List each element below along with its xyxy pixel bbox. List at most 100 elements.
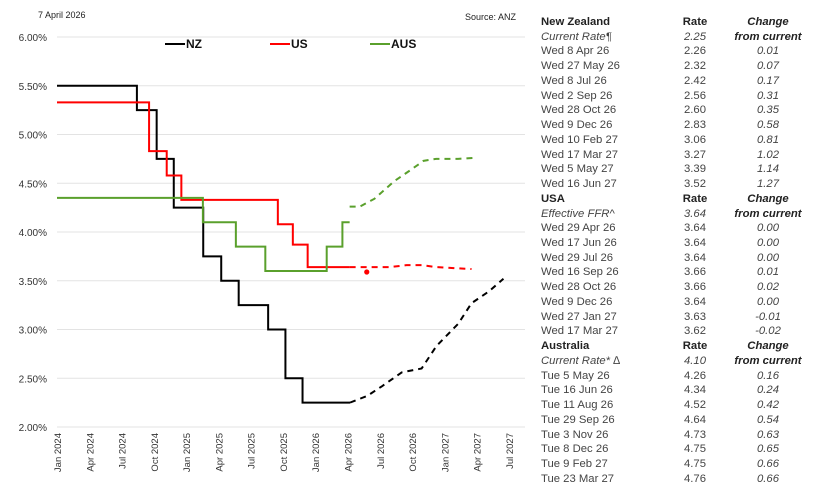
table-row: Wed 9 Dec 26 2.83 0.58 [541,118,813,133]
change-header: Change [747,192,789,205]
meeting-date: Tue 11 Aug 26 [541,399,614,412]
meeting-date: Wed 16 Jun 27 [541,178,617,191]
change-value: 1.14 [757,163,779,176]
report-date: 7 April 2026 [38,10,86,20]
meeting-date: Wed 28 Oct 26 [541,281,617,294]
rate-value: 2.32 [684,60,706,73]
change-value: 0.66 [757,458,779,471]
table-row: Wed 28 Oct 26 2.60 0.35 [541,103,813,118]
table-row: Wed 29 Apr 26 3.64 0.00 [541,221,813,236]
current-rate-value: 4.10 [684,354,706,367]
table-row: Wed 10 Feb 27 3.06 0.81 [541,133,813,148]
rate-value: 3.63 [684,310,706,323]
section-header: USA Rate Change [541,192,813,207]
change-header: Change [747,340,789,353]
meeting-date: Wed 9 Dec 26 [541,119,613,132]
rate-value: 2.60 [684,104,706,117]
table-row: Wed 5 May 27 3.39 1.14 [541,162,813,177]
meeting-date: Tue 5 May 26 [541,369,610,382]
current-rate-label: Current Rate¶ [541,30,612,43]
table-row: Tue 11 Aug 26 4.52 0.42 [541,398,813,413]
change-value: -0.01 [755,310,781,323]
rate-header: Rate [682,192,708,205]
change-value: 0.00 [757,222,779,235]
series-nz-forecast [349,278,505,404]
legend-label-nz: NZ [186,37,202,51]
meeting-date: Tue 29 Sep 26 [541,413,615,426]
y-tick-label: 6.00% [19,33,47,44]
rate-header: Rate [682,16,708,28]
rate-value: 3.27 [684,148,706,161]
meeting-date: Wed 17 Jun 26 [541,237,617,250]
rate-value: 2.42 [684,74,706,87]
rate-value: 2.56 [684,89,706,102]
table-row: Tue 29 Sep 26 4.64 0.54 [541,413,813,428]
x-tick-label: Oct 2026 [408,433,419,472]
y-tick-label: 5.00% [19,131,47,142]
section-header: Australia Rate Change [541,339,813,354]
rate-value: 3.66 [684,281,706,294]
series-us-forecast [349,264,472,271]
current-rate-row: Effective FFR^ 3.64 from current [541,207,813,222]
current-rate-row: Current Rate¶ 2.25 from current [541,30,813,45]
meeting-date: Wed 29 Apr 26 [541,222,616,235]
change-subheader: from current [734,30,802,43]
change-value: -0.02 [755,325,781,338]
section-header: New Zealand Rate Change [541,15,813,30]
rate-value: 3.62 [684,325,706,338]
change-value: 1.27 [757,178,779,191]
series-us-actual [57,101,350,269]
table-row: Wed 17 Mar 27 3.62 -0.02 [541,324,813,339]
meeting-date: Wed 9 Dec 26 [541,295,613,308]
table-row: Wed 28 Oct 26 3.66 0.02 [541,280,813,295]
meeting-date: Wed 8 Apr 26 [541,45,610,58]
rate-value: 3.06 [684,133,706,146]
rate-value: 2.26 [684,45,706,58]
meeting-date: Tue 23 Mar 27 [541,472,615,485]
table-row: Wed 27 Jan 27 3.63 -0.01 [541,310,813,325]
rate-value: 4.26 [684,369,706,382]
meeting-date: Wed 27 May 26 [541,60,620,73]
change-value: 0.31 [757,89,779,102]
rate-value: 3.66 [684,266,706,279]
source-note: Source: ANZ [465,12,517,22]
meeting-date: Wed 17 Mar 27 [541,148,619,161]
change-value: 0.16 [757,369,779,382]
section-name: USA [541,192,565,205]
meeting-date: Tue 9 Feb 27 [541,458,608,471]
rate-value: 4.64 [684,413,706,426]
meeting-date: Wed 5 May 27 [541,163,614,176]
table-row: Tue 9 Feb 27 4.75 0.66 [541,457,813,472]
change-value: 0.01 [757,45,779,58]
table-row: Tue 16 Jun 26 4.34 0.24 [541,383,813,398]
rate-chart: 2.00% 2.50% 3.00% 3.50% 4.00% 4.50% 5.00% 5.50%… [19,33,525,472]
rate-value: 3.64 [684,251,706,264]
legend-label-us: US [291,37,308,51]
rate-value: 4.75 [684,458,706,471]
x-tick-label: Jan 2025 [182,433,193,472]
legend-label-aus: AUS [391,37,416,51]
x-tick-label: Oct 2024 [150,433,161,472]
x-tick-label: Jan 2027 [440,433,451,472]
meeting-date: Wed 29 Jul 26 [541,251,614,264]
current-rate-value: 3.64 [684,207,706,220]
current-rate-value: 2.25 [684,30,706,43]
series-aus-actual [57,196,350,272]
change-value: 0.63 [757,428,779,441]
change-value: 0.02 [757,281,779,294]
table-row: Wed 17 Jun 26 3.64 0.00 [541,236,813,251]
rate-value: 2.83 [684,119,706,132]
change-value: 0.58 [757,119,779,132]
table-row: Wed 27 May 26 2.32 0.07 [541,59,813,74]
x-tick-label: Oct 2025 [279,433,290,472]
meeting-date: Tue 3 Nov 26 [541,428,609,441]
rate-value: 3.64 [684,237,706,250]
current-rate-row: Current Rate* ∆ 4.10 from current [541,354,813,369]
table-row: Tue 8 Dec 26 4.75 0.65 [541,442,813,457]
table-row: Wed 16 Jun 27 3.52 1.27 [541,177,813,192]
rate-value: 3.39 [684,163,706,176]
table-row: Tue 5 May 26 4.26 0.16 [541,369,813,384]
x-tick-label: Jul 2025 [247,433,258,469]
x-tick-label: Jul 2027 [505,433,516,469]
series-aus-forecast [349,156,474,208]
